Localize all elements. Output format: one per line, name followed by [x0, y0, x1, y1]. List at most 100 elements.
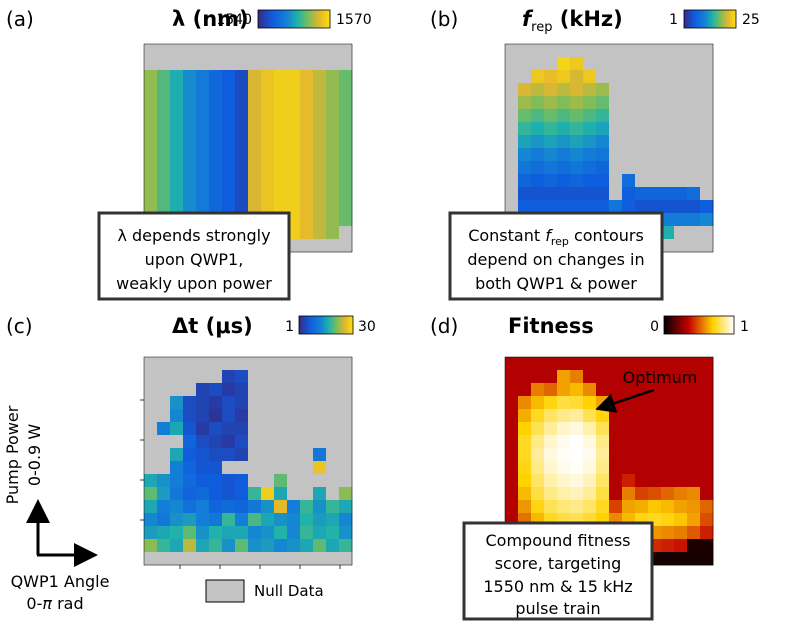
- heatmap-cell: [674, 383, 688, 397]
- heatmap-cell: [339, 200, 353, 214]
- heatmap-cell: [326, 83, 340, 97]
- heatmap-cell: [687, 70, 701, 84]
- heatmap-cell: [518, 474, 532, 488]
- heatmap-cell: [687, 435, 701, 449]
- heatmap-cell: [674, 474, 688, 488]
- heatmap-cell: [313, 135, 327, 149]
- heatmap-cell: [505, 135, 519, 149]
- heatmap-cell: [209, 44, 223, 58]
- heatmap-cell: [687, 500, 701, 514]
- heatmap-cell: [144, 148, 158, 162]
- heatmap-cell: [700, 96, 714, 110]
- heatmap-cell: [313, 487, 327, 501]
- heatmap-cell: [196, 109, 210, 123]
- heatmap-cell: [622, 57, 636, 71]
- heatmap-cell: [222, 57, 236, 71]
- heatmap-cell: [531, 135, 545, 149]
- heatmap-cell: [648, 409, 662, 423]
- heatmap-cell: [209, 500, 223, 514]
- heatmap-cell: [235, 487, 249, 501]
- heatmap-cell: [339, 500, 353, 514]
- heatmap-cell: [183, 539, 197, 553]
- heatmap-cell: [596, 200, 610, 214]
- panel-d-optimum-label: Optimum: [623, 368, 698, 387]
- panel-c-title: Δt (μs): [172, 314, 253, 338]
- heatmap-cell: [583, 148, 597, 162]
- heatmap-cell: [609, 96, 623, 110]
- heatmap-cell: [261, 44, 275, 58]
- heatmap-cell: [326, 526, 340, 540]
- heatmap-cell: [326, 44, 340, 58]
- heatmap-cell: [648, 422, 662, 436]
- heatmap-cell: [196, 513, 210, 527]
- heatmap-cell: [531, 109, 545, 123]
- heatmap-cell: [544, 357, 558, 371]
- heatmap-cell: [157, 474, 171, 488]
- heatmap-cell: [196, 57, 210, 71]
- heatmap-cell: [518, 500, 532, 514]
- heatmap-cell: [518, 422, 532, 436]
- heatmap-cell: [505, 383, 519, 397]
- panel-c-colorbar-max: 30: [358, 319, 376, 335]
- heatmap-cell: [648, 396, 662, 410]
- heatmap-cell: [622, 474, 636, 488]
- heatmap-cell: [700, 500, 714, 514]
- heatmap-cell: [196, 96, 210, 110]
- heatmap-cell: [622, 174, 636, 188]
- heatmap-cell: [248, 487, 262, 501]
- heatmap-cell: [300, 396, 314, 410]
- heatmap-cell: [339, 161, 353, 175]
- heatmap-cell: [505, 174, 519, 188]
- heatmap-cell: [609, 409, 623, 423]
- heatmap-cell: [505, 396, 519, 410]
- heatmap-cell: [313, 383, 327, 397]
- heatmap-cell: [570, 200, 584, 214]
- heatmap-cell: [339, 513, 353, 527]
- heatmap-cell: [235, 500, 249, 514]
- heatmap-cell: [622, 44, 636, 58]
- heatmap-cell: [209, 357, 223, 371]
- heatmap-cell: [570, 57, 584, 71]
- heatmap-cell: [596, 435, 610, 449]
- heatmap-cell: [196, 396, 210, 410]
- heatmap-cell: [700, 422, 714, 436]
- heatmap-cell: [183, 513, 197, 527]
- panel-a-colorbar-min: 1540: [216, 12, 252, 28]
- heatmap-cell: [544, 135, 558, 149]
- heatmap-cell: [144, 435, 158, 449]
- heatmap-cell: [635, 487, 649, 501]
- heatmap-cell: [557, 435, 571, 449]
- heatmap-cell: [157, 109, 171, 123]
- heatmap-cell: [144, 513, 158, 527]
- heatmap-cell: [196, 135, 210, 149]
- heatmap-cell: [505, 357, 519, 371]
- heatmap-cell: [326, 474, 340, 488]
- heatmap-cell: [170, 435, 184, 449]
- heatmap-cell: [635, 148, 649, 162]
- heatmap-cell: [144, 461, 158, 475]
- heatmap-cell: [170, 83, 184, 97]
- heatmap-cell: [339, 396, 353, 410]
- heatmap-cell: [170, 135, 184, 149]
- heatmap-cell: [674, 552, 688, 566]
- heatmap-cell: [313, 122, 327, 136]
- heatmap-cell: [687, 539, 701, 553]
- heatmap-cell: [144, 161, 158, 175]
- heatmap-cell: [157, 70, 171, 84]
- heatmap-cell: [700, 70, 714, 84]
- heatmap-cell: [661, 44, 675, 58]
- heatmap-cell: [157, 122, 171, 136]
- heatmap-cell: [596, 109, 610, 123]
- heatmap-cell: [261, 174, 275, 188]
- heatmap-cell: [339, 487, 353, 501]
- heatmap-cell: [261, 448, 275, 462]
- heatmap-cell: [505, 109, 519, 123]
- heatmap-cell: [248, 135, 262, 149]
- heatmap-cell: [518, 135, 532, 149]
- heatmap-cell: [531, 83, 545, 97]
- heatmap-cell: [144, 187, 158, 201]
- heatmap-cell: [531, 500, 545, 514]
- heatmap-cell: [261, 513, 275, 527]
- heatmap-cell: [170, 513, 184, 527]
- heatmap-cell: [313, 526, 327, 540]
